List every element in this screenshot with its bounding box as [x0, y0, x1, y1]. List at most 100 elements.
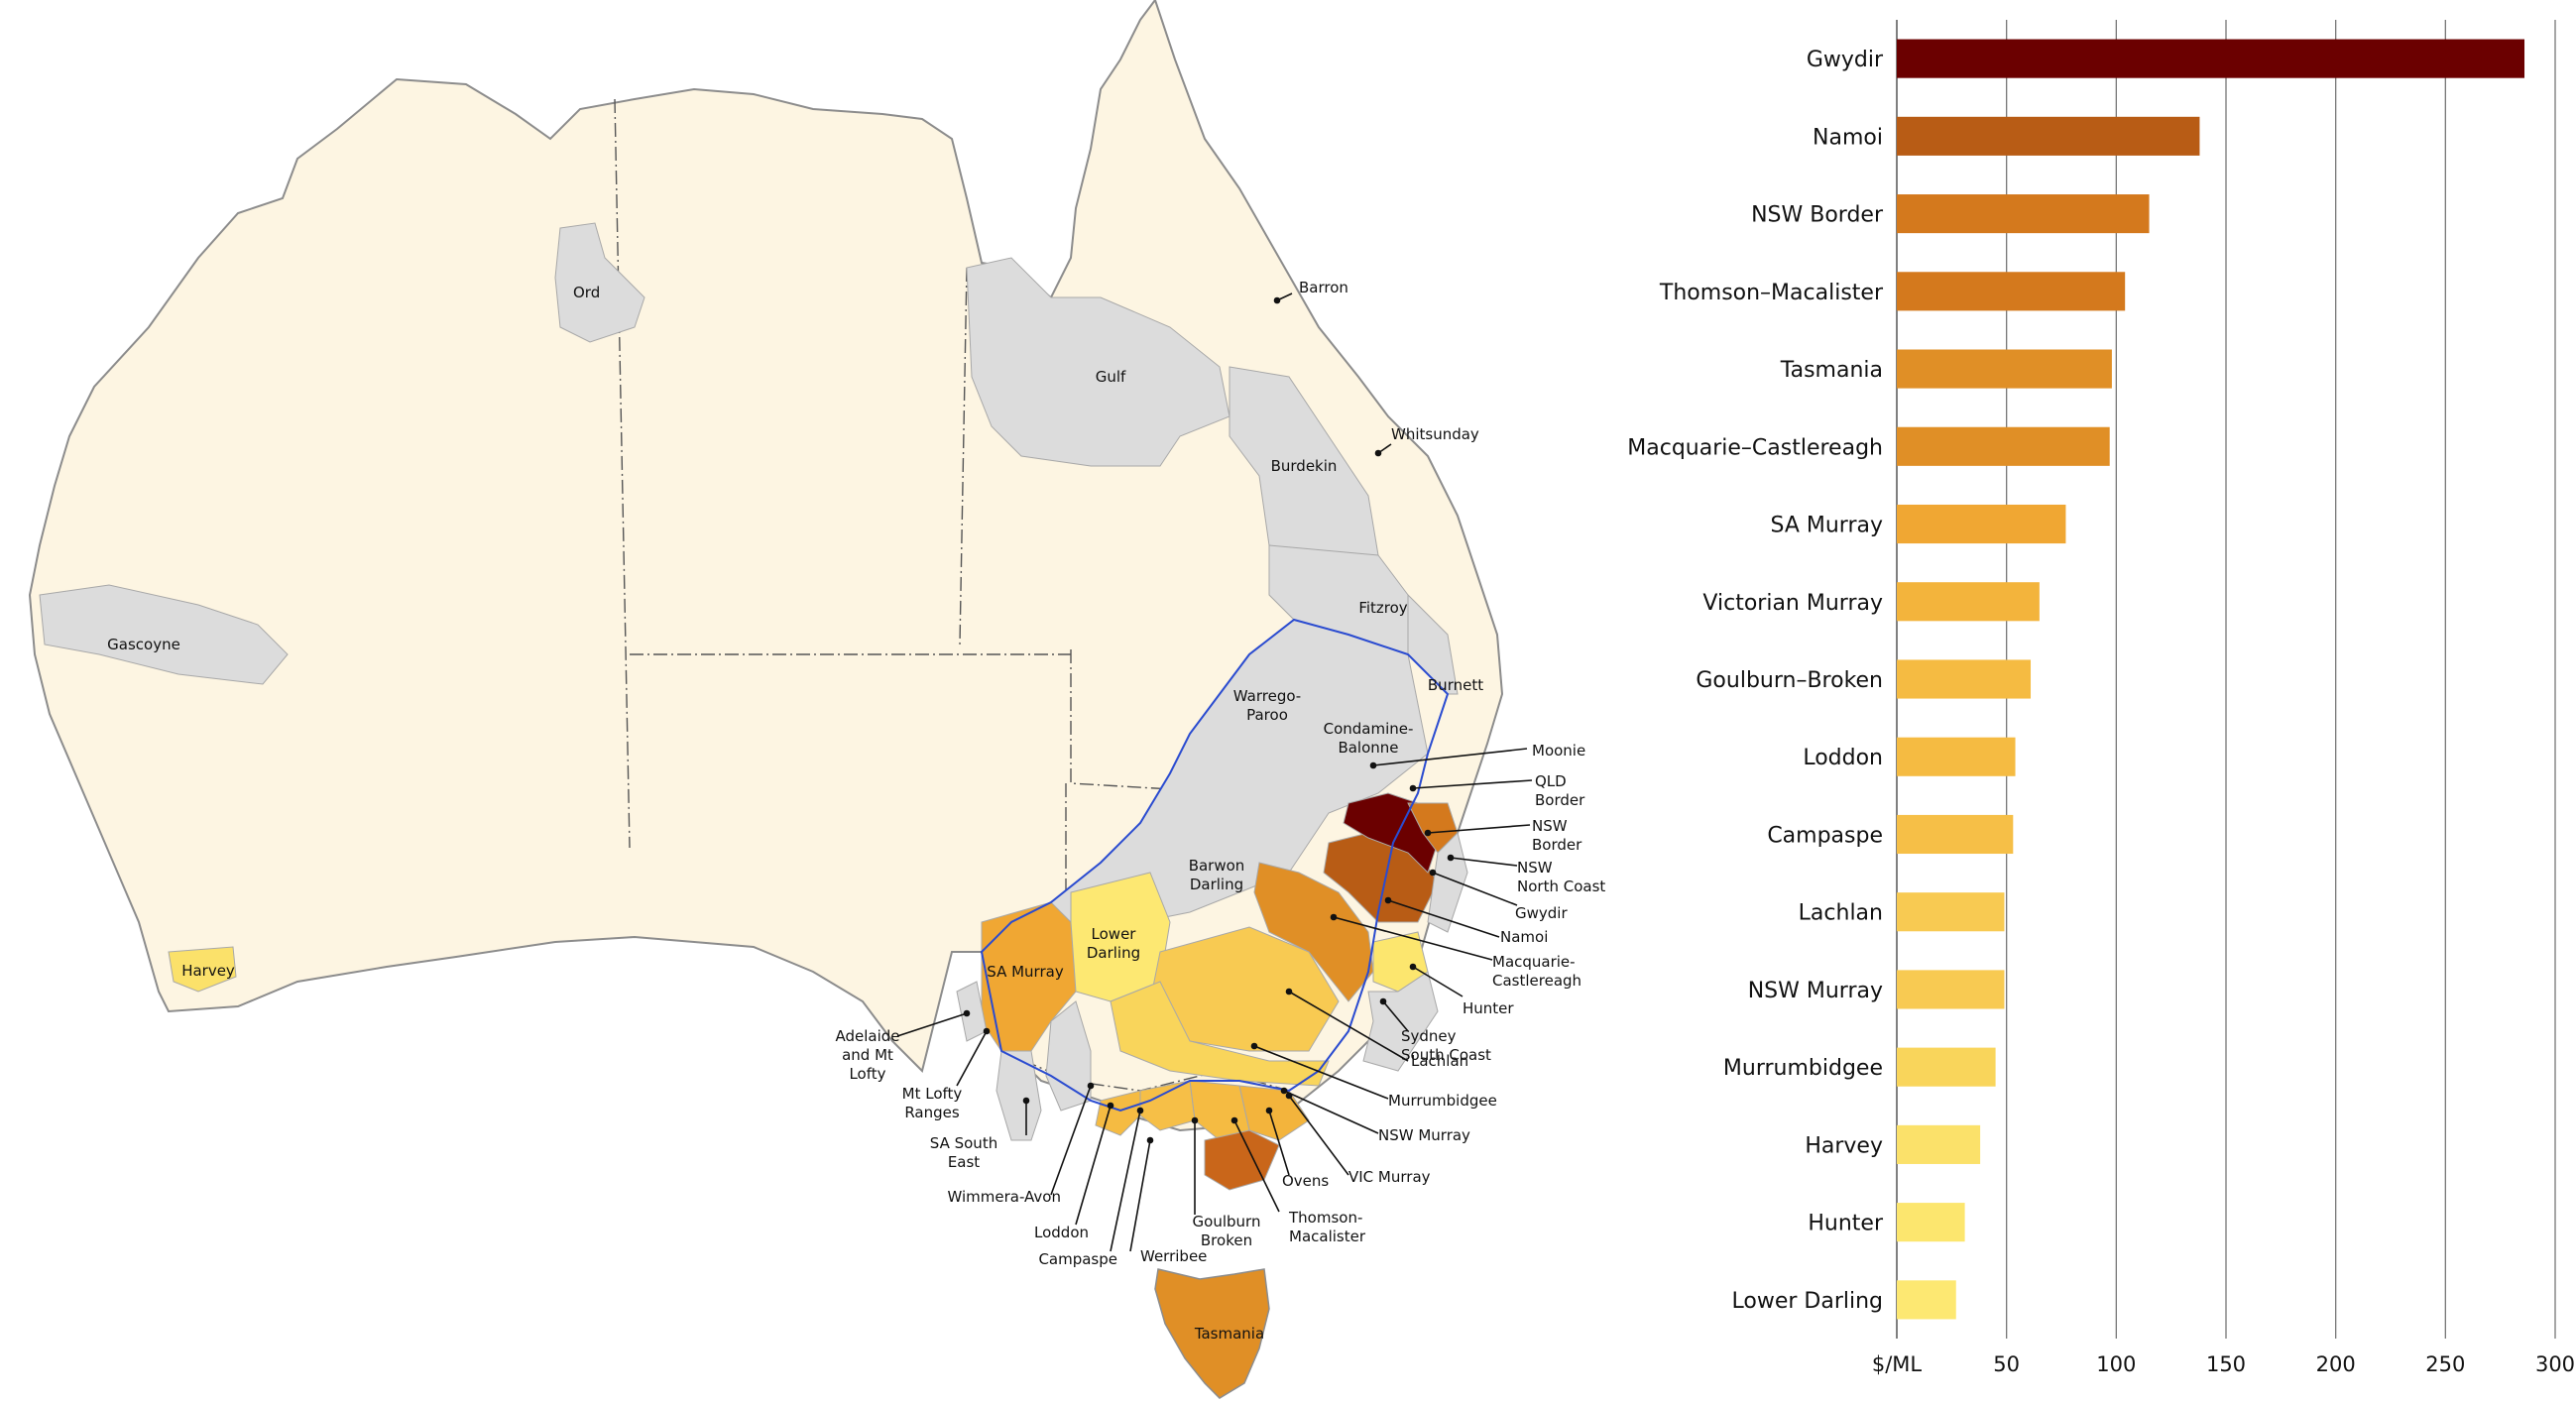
map-label-gascoyne: Gascoyne — [107, 636, 180, 653]
catchment-regions — [39, 222, 1468, 1191]
map-labels: Ord Barron Gulf Whitsunday Burdekin Fitzroy Ga… — [107, 279, 1605, 1343]
leader-dot — [1250, 1042, 1258, 1050]
tasmania-island — [1154, 1268, 1270, 1399]
bar-tasmania — [1897, 349, 2112, 389]
bar-murrumbidgee — [1897, 1047, 1996, 1087]
leader-dot — [1022, 1097, 1030, 1105]
water-price-bar-chart: Gwydir Namoi NSW Border Thomson–Macalister T… — [1627, 20, 2575, 1376]
leader-dot — [1285, 1092, 1293, 1100]
australia-water-price-map: Ord Barron Gulf Whitsunday Burdekin Fitzroy Ga… — [28, 0, 1605, 1399]
category-label: Lower Darling — [1732, 1289, 1884, 1314]
leader-dot — [1273, 296, 1281, 304]
map-label-fitzroy: Fitzroy — [1358, 599, 1407, 617]
leader-dot — [1107, 1102, 1114, 1110]
category-label: Campaspe — [1767, 823, 1883, 848]
map-label-barwon: Barwon Darling — [1189, 857, 1245, 893]
nsw-north-coast-region — [1427, 832, 1468, 933]
leader-line — [1268, 1110, 1290, 1176]
map-label-qld-border: QLD Border — [1535, 772, 1585, 809]
burnett-region — [1407, 593, 1459, 695]
map-label-ovens: Ovens — [1282, 1172, 1329, 1190]
leader-line — [1450, 857, 1518, 867]
category-label: Macquarie–Castlereagh — [1627, 435, 1883, 460]
map-label-loddon: Loddon — [1034, 1224, 1089, 1241]
bar-namoi — [1897, 116, 2200, 156]
map-label-adelaide: Adelaide and Mt Lofty — [835, 1027, 899, 1083]
macquarie-region — [1253, 862, 1374, 1002]
map-label-campaspe: Campaspe — [1038, 1250, 1117, 1268]
chart-category-labels: Gwydir Namoi NSW Border Thomson–Macalister T… — [1627, 48, 1884, 1314]
map-label-sa-south-east: SA South East — [930, 1134, 997, 1171]
leader-dot — [1424, 829, 1432, 837]
map-label-tasmania: Tasmania — [1194, 1325, 1264, 1343]
category-label: Hunter — [1808, 1212, 1884, 1236]
leader-dot — [1191, 1116, 1199, 1124]
map-label-sydney: Sydney South Coast — [1401, 1027, 1491, 1064]
leader-line — [896, 1012, 968, 1037]
map-label-gulf: Gulf — [1096, 368, 1126, 386]
bar-lachlan — [1897, 892, 2005, 932]
map-label-mt-lofty: Mt Lofty Ranges — [902, 1085, 963, 1121]
category-label: Gwydir — [1807, 48, 1884, 72]
chart-axis: $/ML 50 100 150 200 250 300 — [1872, 1352, 2575, 1376]
leader-dot — [963, 1009, 971, 1017]
category-label: Thomson–Macalister — [1659, 281, 1884, 305]
leader-line — [1382, 1000, 1409, 1032]
bar-macquarie-castlereagh — [1897, 426, 2110, 466]
leader-dot — [1136, 1107, 1144, 1114]
map-label-nsw-murray: NSW Murray — [1378, 1126, 1470, 1144]
leader-dot — [1447, 854, 1455, 862]
gulf-region — [966, 257, 1230, 467]
leader-dot — [1409, 784, 1417, 792]
bar-lower-darling — [1897, 1280, 1956, 1320]
map-label-werribee: Werribee — [1140, 1247, 1207, 1265]
map-label-macquarie: Macquarie-Castlereagh — [1492, 953, 1581, 990]
sa-south-east-region — [995, 1050, 1042, 1141]
map-label-barron: Barron — [1299, 279, 1348, 296]
x-tick-label: 300 — [2535, 1352, 2575, 1376]
leader-dot — [1330, 913, 1338, 921]
map-label-moonie: Moonie — [1532, 742, 1585, 760]
leader-line — [1075, 1105, 1112, 1226]
leader-line — [956, 1030, 988, 1087]
bar-thomson-macalister — [1897, 272, 2126, 311]
bar-nsw-border — [1897, 194, 2150, 234]
x-tick-label: 50 — [1993, 1352, 2020, 1376]
leader-dot — [1429, 869, 1437, 877]
leader-dot — [1379, 997, 1387, 1005]
leader-dot — [1374, 449, 1382, 457]
leader-line — [1427, 824, 1531, 834]
category-label: Namoi — [1813, 125, 1883, 150]
map-leader-lines — [896, 293, 1533, 1252]
category-label: Lachlan — [1799, 901, 1883, 926]
leader-dot — [1369, 761, 1377, 769]
map-label-murrumbidgee: Murrumbidgee — [1388, 1092, 1497, 1110]
leader-dot — [1230, 1116, 1238, 1124]
category-label: Victorian Murray — [1702, 591, 1883, 616]
category-label: NSW Murray — [1748, 979, 1883, 1003]
x-tick-label: 100 — [2096, 1352, 2136, 1376]
map-label-sa-murray: SA Murray — [987, 963, 1064, 981]
leader-line — [1129, 1139, 1151, 1252]
bar-nsw-murray — [1897, 970, 2005, 1009]
bar-hunter — [1897, 1203, 1965, 1242]
bar-harvey — [1897, 1124, 1981, 1164]
leader-line — [1333, 916, 1493, 961]
leader-dot — [1409, 963, 1417, 971]
leader-line — [1372, 748, 1528, 766]
leader-line — [1412, 779, 1533, 789]
map-label-whitsunday: Whitsunday — [1391, 425, 1479, 443]
map-label-condamine: Condamine-Balonne — [1324, 720, 1414, 757]
leader-line — [1233, 1119, 1280, 1213]
leader-dot — [1087, 1082, 1095, 1090]
bar-victorian-murray — [1897, 582, 2040, 622]
x-tick-label: 250 — [2425, 1352, 2465, 1376]
category-label: Loddon — [1803, 746, 1883, 770]
harvey-region — [168, 946, 237, 993]
map-label-burnett: Burnett — [1428, 676, 1483, 694]
x-tick-label: 150 — [2206, 1352, 2246, 1376]
category-label: SA Murray — [1770, 514, 1883, 538]
leader-dot — [1146, 1136, 1154, 1144]
murray-darling-basin-boundary — [980, 618, 1450, 1112]
leader-line — [1283, 1090, 1379, 1134]
